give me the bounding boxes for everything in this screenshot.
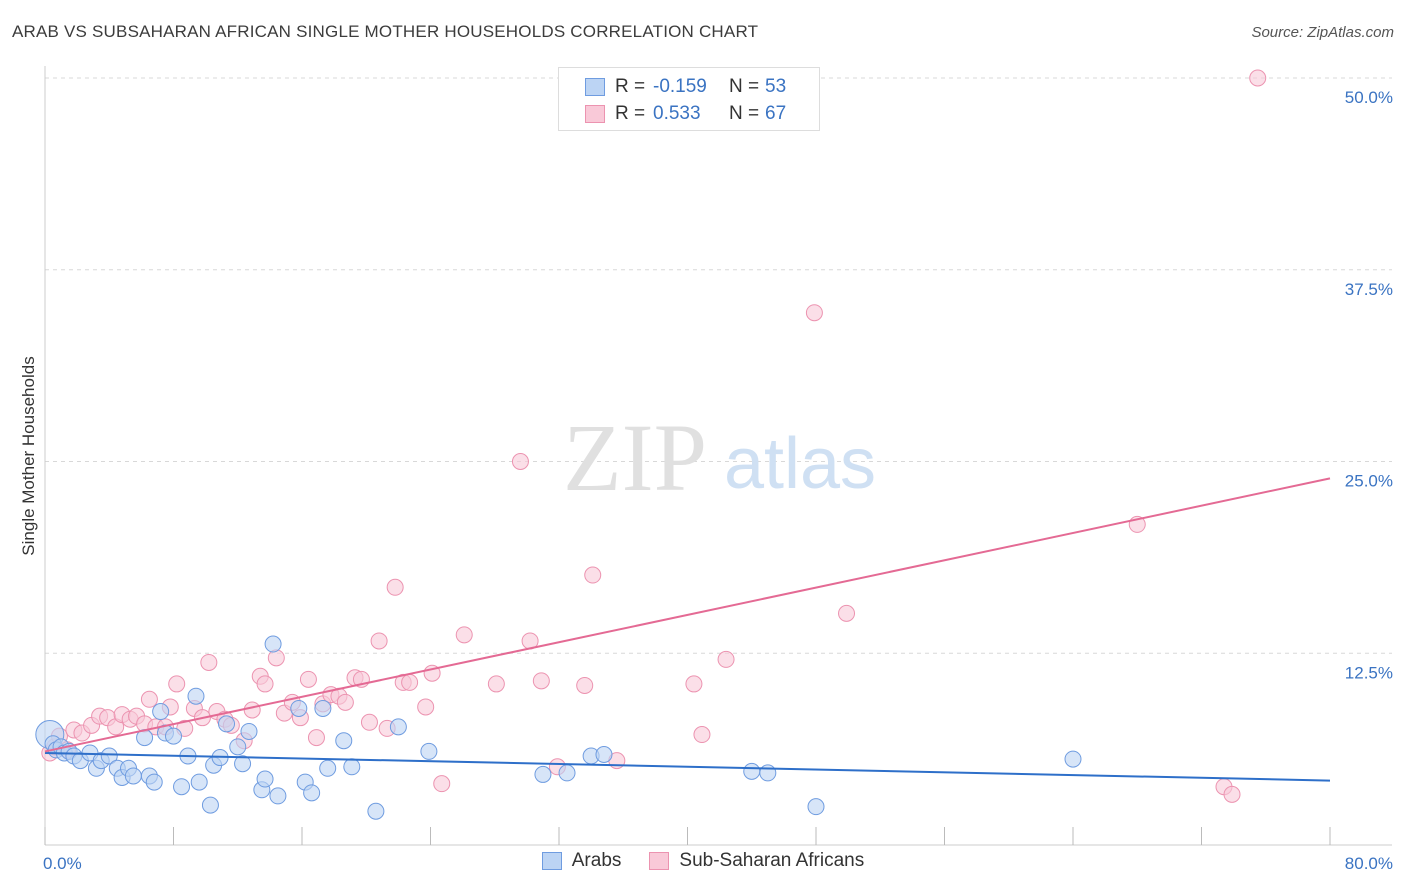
ssa-swatch — [649, 852, 670, 870]
ssa-point — [584, 566, 602, 584]
arabs-point — [389, 718, 407, 736]
ssa-point — [267, 649, 285, 667]
arabs-point — [145, 773, 163, 791]
source-label: Source: ZipAtlas.com — [1251, 24, 1394, 41]
arabs-point — [165, 727, 182, 745]
ssa-point — [487, 675, 505, 693]
r-value: 0.533 — [653, 103, 701, 124]
trend-lines — [44, 477, 1331, 782]
arabs-swatch — [585, 78, 605, 96]
ssa-point — [1223, 785, 1241, 803]
arabs-point — [367, 802, 385, 820]
r-label: R = — [615, 103, 646, 124]
ssa-point — [805, 304, 823, 322]
legend-row-arabs: R = -0.159 N = 53 — [559, 74, 786, 100]
ssa-point — [685, 675, 703, 693]
ssa-point — [256, 675, 274, 693]
legend-label-ssa: Sub-Saharan Africans — [679, 850, 865, 871]
legend-label-arabs: Arabs — [571, 850, 622, 871]
y-tick-label: 12.5% — [1345, 663, 1393, 682]
arabs-point — [595, 745, 613, 763]
ssa-point — [307, 729, 325, 747]
chart-title: ARAB VS SUBSAHARAN AFRICAN SINGLE MOTHER… — [12, 22, 759, 41]
correlation-legend: R = -0.159 N = 53 R = 0.533 N = 67 — [558, 67, 820, 131]
arabs-point — [190, 773, 208, 791]
ssa-point — [140, 690, 158, 708]
arabs-point — [187, 687, 205, 705]
arabs-point — [229, 738, 247, 756]
ssa-point — [370, 632, 388, 650]
n-label: N = — [729, 103, 760, 124]
n-label: N = — [729, 76, 760, 97]
arabs-point — [558, 764, 576, 782]
arabs-point — [234, 755, 252, 773]
n-value: 67 — [765, 103, 787, 124]
ssa-point — [455, 626, 473, 644]
arabs-point — [343, 758, 361, 776]
arabs-point — [218, 715, 236, 733]
arabs-point — [269, 787, 287, 805]
ssa-point — [693, 726, 711, 744]
arabs-point — [335, 732, 353, 750]
legend-item-arabs: Arabs — [541, 850, 622, 872]
arabs-trend-line — [44, 751, 1331, 782]
ssa-point — [417, 698, 435, 716]
r-label: R = — [615, 76, 646, 97]
legend-row-ssa: R = 0.533 N = 67 — [559, 101, 786, 127]
ssa-point — [511, 453, 529, 470]
y-tick-label: 50.0% — [1345, 88, 1393, 107]
watermark-atlas: atlas — [724, 424, 876, 504]
series-legend: Arabs Sub-Saharan Africans — [0, 850, 1406, 872]
ssa-point — [200, 653, 218, 671]
x-tick-label: 0.0% — [43, 854, 82, 873]
arabs-point — [264, 635, 282, 653]
ssa-point — [433, 775, 451, 793]
arabs-point — [319, 759, 337, 777]
ssa-point — [576, 676, 594, 694]
ssa-point — [401, 673, 419, 691]
ssa-point — [532, 672, 550, 690]
ssa-point — [1249, 69, 1267, 87]
arabs-point — [152, 703, 170, 721]
ssa-point — [336, 693, 354, 711]
arabs-point — [759, 764, 777, 782]
ssa-point — [386, 578, 404, 596]
r-value: -0.159 — [653, 76, 707, 97]
arabs-point — [290, 699, 308, 717]
arabs-point — [100, 747, 118, 765]
ssa-point — [838, 604, 856, 622]
y-axis-label: Single Mother Households — [19, 356, 38, 555]
ssa-trend-line — [44, 477, 1331, 753]
grid-lines — [45, 77, 1392, 654]
ssa-point — [243, 701, 261, 719]
arabs-swatch — [541, 852, 562, 870]
watermark-zip: ZIP — [563, 404, 707, 511]
arabs-point — [124, 767, 142, 785]
x-tick-label: 80.0% — [1345, 854, 1393, 873]
ssa-swatch — [585, 105, 605, 123]
tick-labels: 12.5% 25.0% 37.5% 50.0% 0.0% 80.0% — [43, 88, 1393, 873]
series-ssa-points — [41, 69, 1267, 803]
arabs-point — [743, 762, 761, 780]
arabs-point — [256, 770, 274, 788]
arabs-point — [201, 796, 219, 814]
arabs-point — [420, 742, 438, 760]
arabs-point — [807, 798, 825, 816]
arabs-point — [173, 778, 191, 796]
legend-item-ssa: Sub-Saharan Africans — [649, 850, 864, 872]
arabs-point — [1064, 750, 1082, 768]
arabs-point — [240, 722, 258, 740]
y-tick-label: 25.0% — [1345, 472, 1393, 491]
y-tick-label: 37.5% — [1345, 280, 1393, 299]
ssa-point — [717, 650, 735, 668]
arabs-point — [534, 765, 552, 783]
ssa-point — [299, 670, 317, 688]
arabs-point — [303, 784, 321, 802]
arabs-point — [314, 699, 332, 717]
ssa-point — [360, 713, 378, 731]
ssa-point — [168, 675, 186, 693]
axes — [44, 66, 1392, 846]
n-value: 53 — [765, 76, 787, 97]
